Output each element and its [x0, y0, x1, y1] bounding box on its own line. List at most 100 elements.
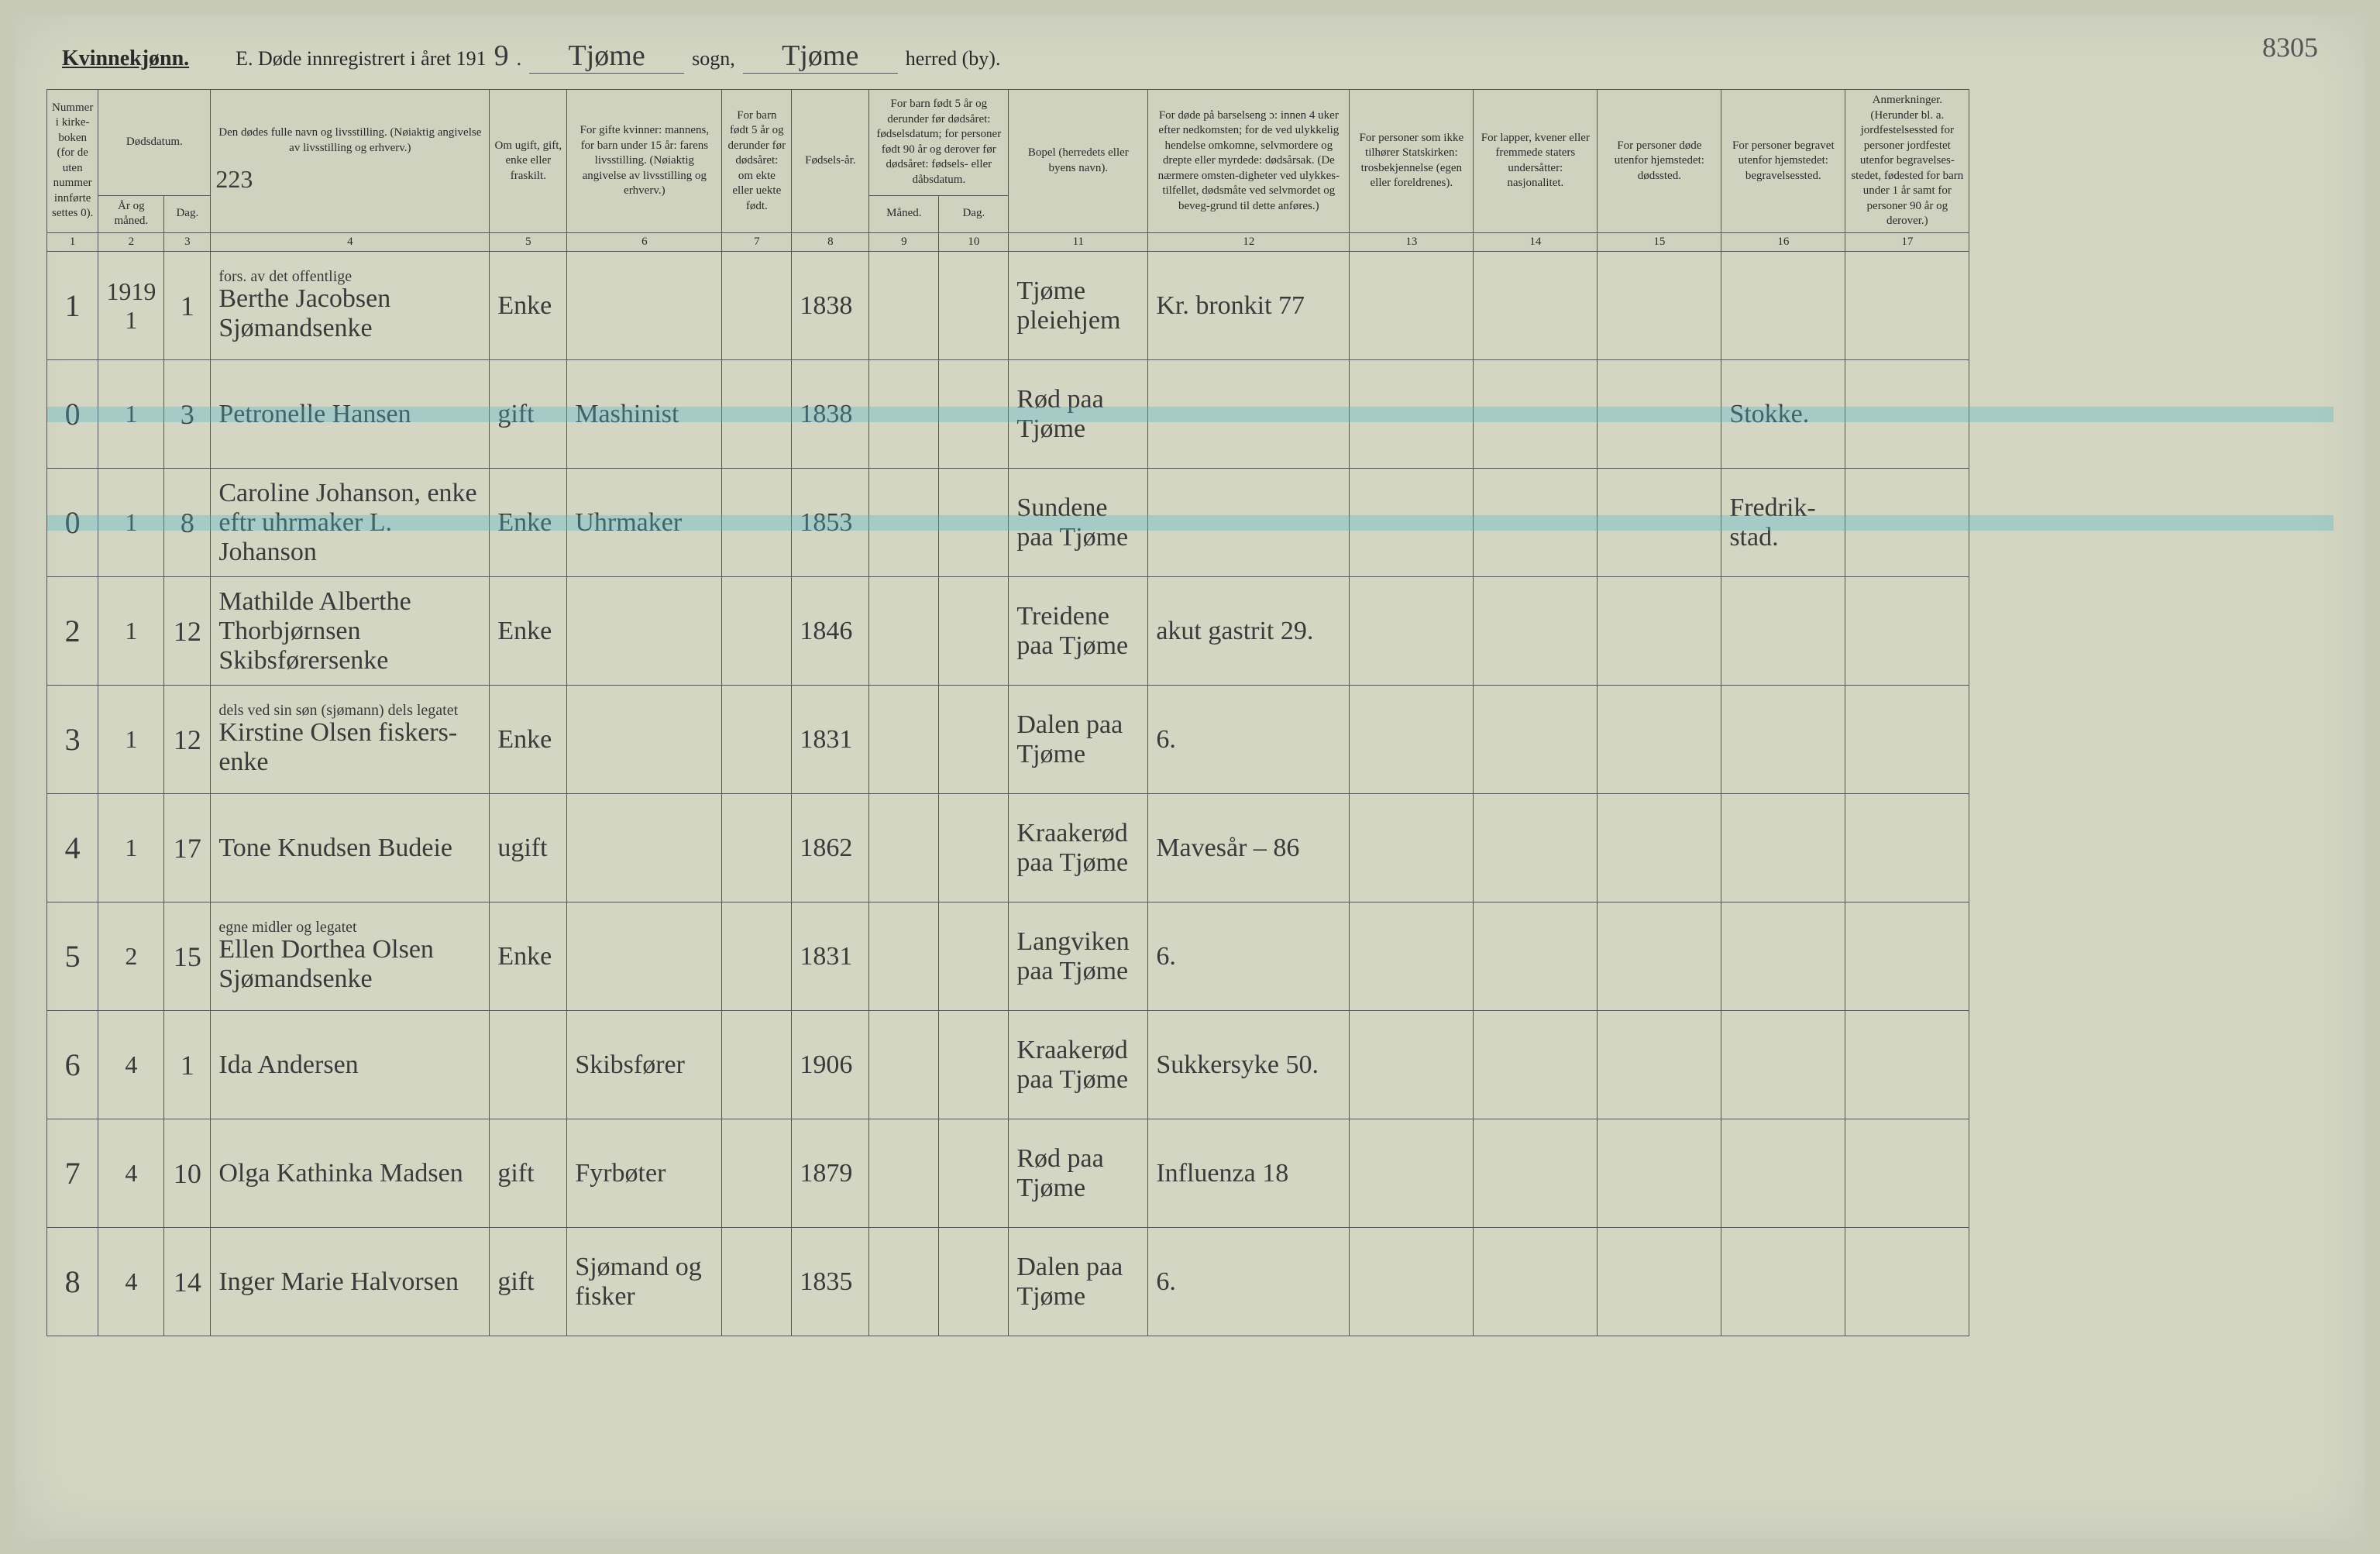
colnum: 4: [211, 232, 490, 252]
cell-year-month: 1919 1: [98, 252, 164, 360]
col-4-note: 223: [215, 163, 484, 196]
cell-cause: 6.: [1148, 1228, 1350, 1336]
table-row: 8414Inger Marie HalvorsengiftSjømand og …: [47, 1228, 2334, 1336]
cell-day: 15: [164, 902, 211, 1011]
cell-day: 12: [164, 577, 211, 686]
colnum: 8: [792, 232, 869, 252]
cell-birth-day: [939, 469, 1009, 577]
cell-burial-place: Fredrik-stad.: [1721, 469, 1845, 577]
cell-spouse: [567, 902, 722, 1011]
col-2b-header: Dag.: [164, 195, 211, 232]
cell-name-text: Berthe Jacobsen Sjømandsenke: [218, 284, 390, 342]
cell-birth-day: [939, 1119, 1009, 1228]
cell-birth-year: 1831: [792, 686, 869, 794]
column-number-row: 1 2 3 4 5 6 7 8 9 10 11 12 13 14 15 16 1…: [47, 232, 2334, 252]
col-15-header: For personer døde utenfor hjemstedet: dø…: [1598, 90, 1721, 233]
cell-status: Enke: [490, 577, 567, 686]
colnum: 13: [1350, 232, 1474, 252]
cell-spouse: [567, 577, 722, 686]
title-line: E. Døde innregistrert i året 1919 . Tjøm…: [236, 39, 2318, 74]
cell-nationality: [1474, 469, 1598, 577]
cell-nationality: [1474, 794, 1598, 902]
cell-remarks: [1845, 577, 1969, 686]
cell-religion: [1350, 1119, 1474, 1228]
cell-day: 14: [164, 1228, 211, 1336]
cell-birth-day: [939, 794, 1009, 902]
cell-birth-month: [869, 1228, 939, 1336]
cell-name: Tone Knudsen Budeie: [211, 794, 490, 902]
cell-year-month: 1: [98, 577, 164, 686]
cell-number: 3: [47, 686, 98, 794]
cell-nationality: [1474, 1119, 1598, 1228]
cell-day: 3: [164, 360, 211, 469]
ledger-table: Nummer i kirke-boken (for de uten nummer…: [46, 89, 2334, 1336]
cell-legitimacy: [722, 1011, 792, 1119]
col-4-text: Den dødes fulle navn og livsstilling. (N…: [218, 126, 481, 154]
cell-number: 7: [47, 1119, 98, 1228]
table-row: 2112Mathilde Alberthe Thorbjørnsen Skibs…: [47, 577, 2334, 686]
cell-birth-month: [869, 1011, 939, 1119]
cell-legitimacy: [722, 794, 792, 902]
cell-religion: [1350, 469, 1474, 577]
table-body: 11919 11fors. av det offentligeBerthe Ja…: [47, 252, 2334, 1336]
cell-birth-month: [869, 360, 939, 469]
cell-name-text: Ellen Dorthea Olsen Sjømandsenke: [218, 935, 434, 993]
cell-religion: [1350, 360, 1474, 469]
cell-status: Enke: [490, 902, 567, 1011]
cell-burial-place: [1721, 794, 1845, 902]
col-11-header: Bopel (herredets eller byens navn).: [1009, 90, 1148, 233]
colnum: 5: [490, 232, 567, 252]
colnum: 17: [1845, 232, 1969, 252]
cell-religion: [1350, 1228, 1474, 1336]
cell-cause: 6.: [1148, 686, 1350, 794]
title-prefix: E. Døde innregistrert i året 191: [236, 47, 486, 70]
cell-day: 17: [164, 794, 211, 902]
cell-nationality: [1474, 252, 1598, 360]
cell-birth-day: [939, 1011, 1009, 1119]
cell-burial-place: [1721, 1228, 1845, 1336]
cell-remarks: [1845, 902, 1969, 1011]
cell-cause: [1148, 360, 1350, 469]
cell-death-place: [1598, 686, 1721, 794]
cell-status: Enke: [490, 252, 567, 360]
cell-day: 10: [164, 1119, 211, 1228]
cell-birth-day: [939, 252, 1009, 360]
cell-cause: [1148, 469, 1350, 577]
cell-death-place: [1598, 469, 1721, 577]
cell-cause: Influenza 18: [1148, 1119, 1350, 1228]
col-14-header: For lapper, kvener eller fremmede stater…: [1474, 90, 1598, 233]
cell-name: egne midler og legatetEllen Dorthea Olse…: [211, 902, 490, 1011]
cell-name: Inger Marie Halvorsen: [211, 1228, 490, 1336]
district-label: herred (by).: [906, 47, 1001, 70]
cell-nationality: [1474, 902, 1598, 1011]
cell-birth-day: [939, 577, 1009, 686]
cell-religion: [1350, 902, 1474, 1011]
colnum: 7: [722, 232, 792, 252]
cell-birth-month: [869, 577, 939, 686]
cell-spouse: Fyrbøter: [567, 1119, 722, 1228]
colnum: 16: [1721, 232, 1845, 252]
cell-remarks: [1845, 1228, 1969, 1336]
cell-death-place: [1598, 252, 1721, 360]
colnum: 9: [869, 232, 939, 252]
cell-birth-year: 1906: [792, 1011, 869, 1119]
cell-name: Mathilde Alberthe Thorbjørnsen Skibsføre…: [211, 577, 490, 686]
ledger-page: 8305 Kvinnekjønn. E. Døde innregistrert …: [15, 15, 2365, 1539]
table-row: 4117Tone Knudsen Budeieugift1862Kraakerø…: [47, 794, 2334, 902]
col-2-header: Dødsdatum.: [98, 90, 211, 196]
cell-birth-month: [869, 1119, 939, 1228]
cell-number: 0: [47, 360, 98, 469]
cell-birth-month: [869, 902, 939, 1011]
cell-cause: Mavesår – 86: [1148, 794, 1350, 902]
cell-birth-year: 1853: [792, 469, 869, 577]
cell-day: 12: [164, 686, 211, 794]
table-row: 3112dels ved sin søn (sjømann) dels lega…: [47, 686, 2334, 794]
cell-number: 4: [47, 794, 98, 902]
cell-residence: Kraakerød paa Tjøme: [1009, 794, 1148, 902]
colnum: 1: [47, 232, 98, 252]
cell-remarks: [1845, 686, 1969, 794]
cell-remarks: [1845, 794, 1969, 902]
cell-residence: Tjøme pleiehjem: [1009, 252, 1148, 360]
table-row: 641Ida AndersenSkibsfører1906Kraakerød p…: [47, 1011, 2334, 1119]
colnum: 14: [1474, 232, 1598, 252]
